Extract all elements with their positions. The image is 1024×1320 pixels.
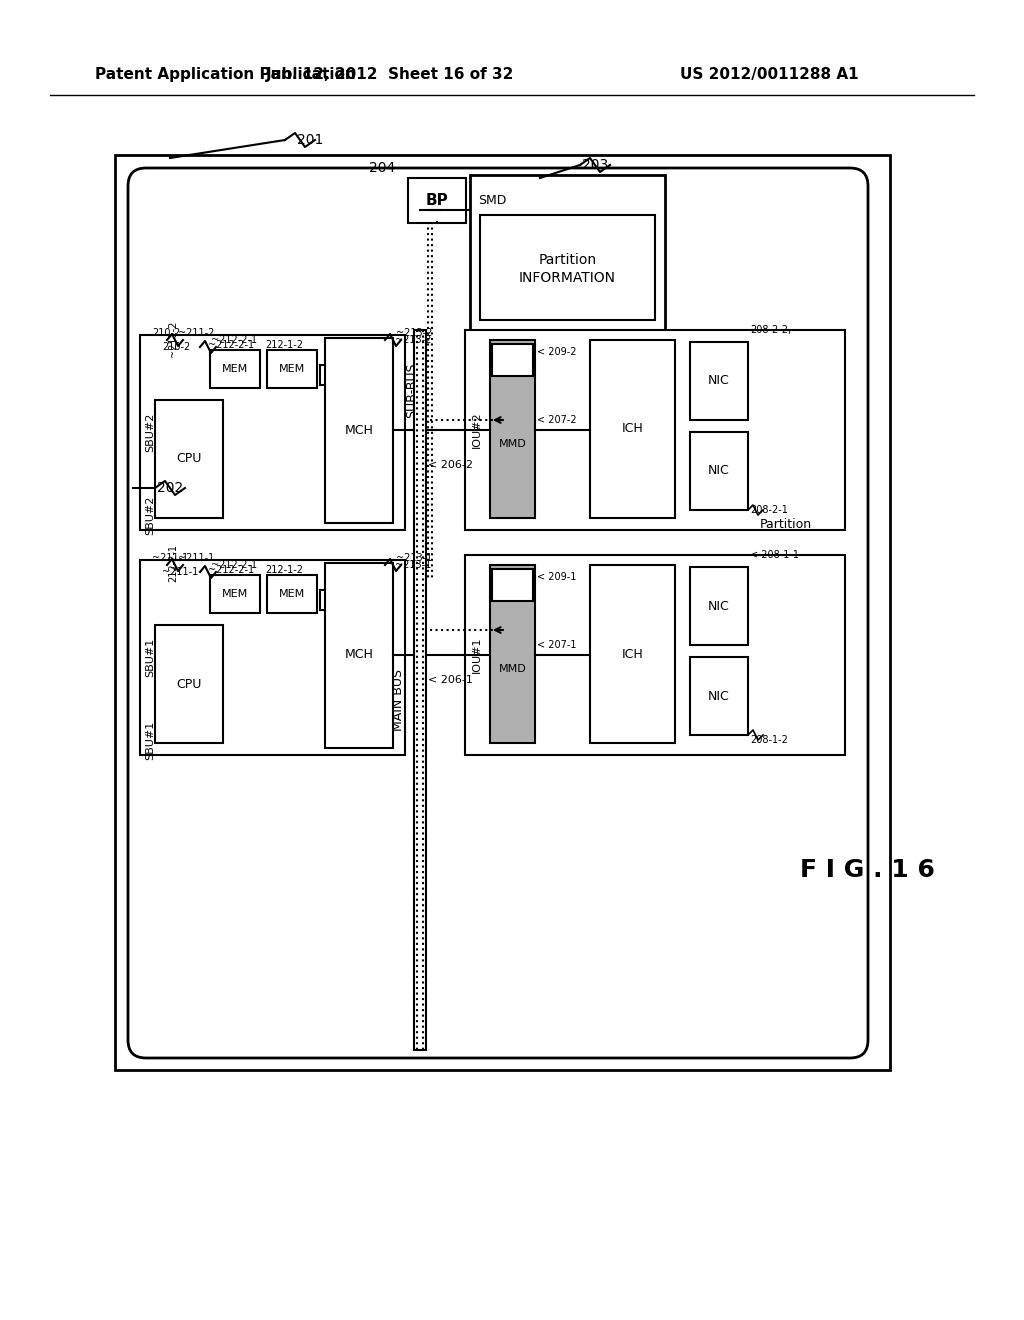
Text: SMD: SMD bbox=[478, 194, 507, 207]
Text: SBU#1: SBU#1 bbox=[145, 638, 155, 677]
Bar bbox=[325, 338, 393, 523]
Text: ~213-1: ~213-1 bbox=[395, 560, 431, 570]
Text: ICH: ICH bbox=[622, 648, 643, 660]
Text: CPU: CPU bbox=[176, 677, 202, 690]
Text: 203: 203 bbox=[582, 158, 608, 172]
Bar bbox=[465, 330, 845, 531]
Bar bbox=[490, 565, 535, 743]
Bar bbox=[490, 341, 535, 517]
Text: Jan. 12, 2012  Sheet 16 of 32: Jan. 12, 2012 Sheet 16 of 32 bbox=[266, 67, 514, 82]
Bar bbox=[590, 565, 675, 743]
Text: 208-2-2,: 208-2-2, bbox=[750, 325, 792, 335]
Bar bbox=[590, 341, 675, 517]
Text: SBU#1: SBU#1 bbox=[145, 721, 155, 759]
Text: ~211-1: ~211-1 bbox=[178, 553, 214, 564]
Text: Partition: Partition bbox=[539, 252, 597, 267]
Text: F I G . 1 6: F I G . 1 6 bbox=[800, 858, 935, 882]
Text: 204: 204 bbox=[369, 161, 395, 176]
Bar bbox=[408, 178, 466, 223]
Text: ~212-2-1: ~212-2-1 bbox=[211, 560, 257, 570]
Text: MMD: MMD bbox=[499, 440, 526, 449]
Text: SBU#2: SBU#2 bbox=[145, 413, 155, 453]
Text: ~212-2-1: ~212-2-1 bbox=[211, 335, 257, 345]
Text: Partition: Partition bbox=[760, 519, 812, 532]
Bar bbox=[465, 554, 845, 755]
Text: MEM: MEM bbox=[222, 364, 248, 374]
Text: ~211-1: ~211-1 bbox=[162, 568, 199, 577]
Text: MCH: MCH bbox=[344, 424, 374, 437]
Bar bbox=[115, 154, 890, 1071]
Bar bbox=[414, 330, 426, 1049]
Text: INFORMATION: INFORMATION bbox=[519, 271, 616, 285]
Text: NIC: NIC bbox=[709, 375, 730, 388]
Text: 202: 202 bbox=[157, 480, 183, 495]
Text: ~211-1: ~211-1 bbox=[152, 553, 188, 564]
Text: 208-2-1: 208-2-1 bbox=[750, 506, 787, 515]
Bar bbox=[210, 350, 260, 388]
Text: IOU#1: IOU#1 bbox=[472, 636, 482, 673]
Text: ICH: ICH bbox=[622, 422, 643, 436]
Text: ~211-2: ~211-2 bbox=[168, 321, 178, 356]
Bar bbox=[155, 400, 223, 517]
Text: ~213-1: ~213-1 bbox=[396, 553, 432, 564]
Text: 212-1-2: 212-1-2 bbox=[265, 565, 303, 576]
Text: SUB-BUS: SUB-BUS bbox=[406, 362, 419, 417]
Bar bbox=[690, 568, 748, 645]
Bar bbox=[267, 350, 317, 388]
Text: SBU#2: SBU#2 bbox=[145, 495, 155, 535]
Bar bbox=[690, 432, 748, 510]
Text: CPU: CPU bbox=[176, 453, 202, 466]
Text: NIC: NIC bbox=[709, 599, 730, 612]
FancyBboxPatch shape bbox=[128, 168, 868, 1059]
Text: 212-2-1: 212-2-1 bbox=[168, 544, 178, 582]
Text: < 206-2: < 206-2 bbox=[428, 459, 473, 470]
Bar bbox=[140, 335, 406, 531]
Bar bbox=[480, 215, 655, 319]
Text: < 208-1-1: < 208-1-1 bbox=[750, 550, 799, 560]
Text: 212-1-2: 212-1-2 bbox=[265, 341, 303, 350]
Bar bbox=[470, 176, 665, 330]
Text: ~213-2: ~213-2 bbox=[395, 335, 431, 345]
Text: Patent Application Publication: Patent Application Publication bbox=[95, 67, 355, 82]
Text: < 207-2: < 207-2 bbox=[537, 414, 577, 425]
Text: 210-2: 210-2 bbox=[152, 327, 180, 338]
Bar bbox=[210, 576, 260, 612]
Bar bbox=[690, 342, 748, 420]
Bar bbox=[267, 576, 317, 612]
Text: IOU#2: IOU#2 bbox=[472, 412, 482, 449]
Text: ~212-2-1: ~212-2-1 bbox=[208, 565, 254, 576]
Bar bbox=[325, 564, 393, 748]
Text: MMD: MMD bbox=[499, 664, 526, 675]
Bar bbox=[492, 569, 534, 601]
Text: < 209-2: < 209-2 bbox=[537, 347, 577, 356]
Text: MEM: MEM bbox=[222, 589, 248, 599]
Text: BP: BP bbox=[426, 193, 449, 209]
Text: 208-1-2: 208-1-2 bbox=[750, 735, 787, 744]
Text: MAIN BUS: MAIN BUS bbox=[391, 669, 404, 731]
Text: MCH: MCH bbox=[344, 648, 374, 661]
Bar bbox=[690, 657, 748, 735]
Text: ~212-2-1: ~212-2-1 bbox=[208, 341, 254, 350]
Text: 210-2: 210-2 bbox=[162, 342, 190, 352]
Text: < 207-1: < 207-1 bbox=[537, 640, 577, 649]
Text: ~211-2: ~211-2 bbox=[178, 327, 214, 338]
Bar bbox=[155, 624, 223, 743]
Text: NIC: NIC bbox=[709, 689, 730, 702]
Text: MEM: MEM bbox=[279, 364, 305, 374]
Text: ~213-2: ~213-2 bbox=[396, 327, 432, 338]
Text: NIC: NIC bbox=[709, 465, 730, 478]
Bar bbox=[492, 345, 534, 376]
Text: 201: 201 bbox=[297, 133, 324, 147]
Bar bbox=[140, 560, 406, 755]
Text: < 209-1: < 209-1 bbox=[537, 572, 577, 582]
Text: US 2012/0011288 A1: US 2012/0011288 A1 bbox=[680, 67, 859, 82]
Text: < 206-1: < 206-1 bbox=[428, 675, 473, 685]
Text: MEM: MEM bbox=[279, 589, 305, 599]
